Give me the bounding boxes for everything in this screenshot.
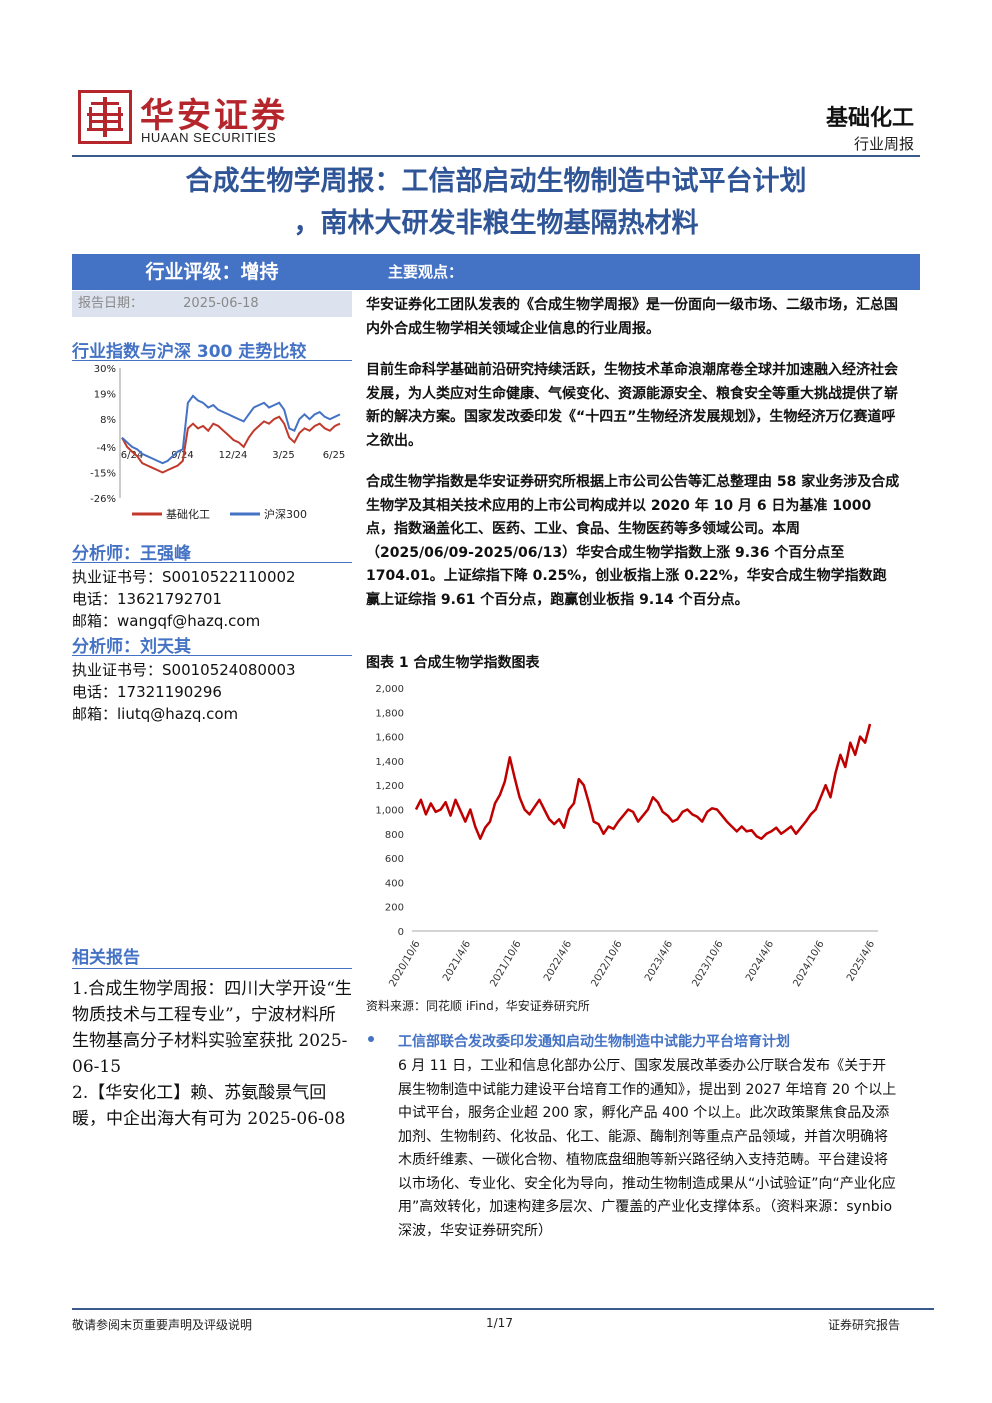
y-tick-label: 1,400 bbox=[375, 757, 404, 768]
paragraph-intro: 华安证券化工团队发表的《合成生物学周报》是一份面向一级市场、二级市场，汇总国内外… bbox=[366, 297, 898, 337]
paragraph-index: 合成生物学指数是华安证券研究所根据上市公司公告等汇总整理由 58 家业务涉及合成… bbox=[366, 474, 900, 608]
main-views-header: 主要观点： bbox=[352, 254, 920, 290]
y-tick-label: 2,000 bbox=[375, 684, 404, 695]
x-tick-label: 6/25 bbox=[323, 450, 345, 461]
y-tick-label: 30% bbox=[94, 364, 116, 375]
related-reports-heading: 相关报告 bbox=[72, 948, 140, 968]
analyst-email[interactable]: 邮箱：liutq@hazq.com bbox=[72, 705, 239, 723]
series-line bbox=[121, 394, 341, 465]
legend-label: 沪深300 bbox=[264, 507, 307, 521]
series-line bbox=[414, 723, 872, 840]
x-tick-label: 2024/10/6 bbox=[791, 939, 826, 989]
y-tick-label: 400 bbox=[385, 878, 404, 889]
bullet-icon bbox=[368, 1036, 374, 1042]
x-tick-label: 2021/4/6 bbox=[441, 939, 473, 983]
x-tick-label: 2023/4/6 bbox=[643, 939, 675, 983]
footer-divider bbox=[72, 1308, 934, 1310]
footer-report-label: 证券研究报告 bbox=[827, 1318, 900, 1332]
y-tick-label: 600 bbox=[385, 854, 404, 865]
divider bbox=[72, 562, 352, 563]
figure-source: 资料来源：同花顺 iFind，华安证券研究所 bbox=[366, 999, 590, 1013]
y-tick-label: 1,000 bbox=[375, 806, 404, 817]
related-reports-list: 1.合成生物学周报：四川大学开设“生物质技术与工程专业”，宁波材料所生物基高分子… bbox=[72, 976, 352, 1132]
analyst-cert: 执业证书号：S0010522110002 bbox=[72, 568, 296, 586]
y-tick-label: 0 bbox=[398, 927, 404, 938]
report-date: 2025-06-18 bbox=[183, 296, 259, 311]
series-line bbox=[121, 415, 341, 474]
divider bbox=[72, 968, 352, 969]
figure-title: 图表 1 合成生物学指数图表 bbox=[366, 655, 540, 671]
x-tick-label: 2024/4/6 bbox=[744, 939, 776, 983]
x-tick-label: 9/24 bbox=[171, 450, 193, 461]
x-tick-label: 2025/4/6 bbox=[845, 939, 877, 983]
industry-rating: 行业评级：增持 bbox=[72, 254, 352, 290]
x-tick-label: 2020/10/6 bbox=[387, 939, 422, 989]
index-comparison-chart: 30% 19% 8% -4% -15% -26% 6/24 9/24 12/24 3/25 6/25… bbox=[90, 364, 345, 521]
x-tick-label: 2022/10/6 bbox=[589, 939, 624, 989]
header-divider bbox=[72, 155, 920, 157]
paragraph-background: 目前生命科学基础前沿研究持续活跃，生物技术革命浪潮席卷全球并加速融入经济社会发展… bbox=[366, 362, 898, 449]
analyst-heading: 分析师：王强峰 bbox=[72, 544, 191, 564]
y-tick-label: 800 bbox=[385, 830, 404, 841]
y-tick-label: -4% bbox=[97, 443, 116, 454]
chart-section-title: 行业指数与沪深 300 走势比较 bbox=[72, 342, 307, 362]
divider bbox=[72, 655, 352, 656]
x-tick-label: 12/24 bbox=[219, 450, 248, 461]
y-tick-label: 1,800 bbox=[375, 708, 404, 719]
industry-label: 基础化工 bbox=[825, 105, 914, 131]
brand-name-en: HUAAN SECURITIES bbox=[141, 130, 277, 145]
report-title-line-1: 合成生物学周报：工信部启动生物制造中试平台计划 bbox=[185, 166, 807, 197]
legend: 基础化工 沪深300 bbox=[132, 507, 307, 521]
report-date-label: 报告日期： bbox=[78, 296, 144, 311]
report-date-bar: 报告日期： 2025-06-18 bbox=[72, 291, 352, 317]
analyst-cert: 执业证书号：S0010524080003 bbox=[72, 661, 296, 679]
x-tick-label: 2023/10/6 bbox=[690, 939, 725, 989]
x-tick-label: 6/24 bbox=[121, 450, 143, 461]
news-body: 6 月 11 日，工业和信息化部办公厅、国家发展改革委办公厅联合发布《关于开展生… bbox=[398, 1058, 897, 1239]
related-report-item[interactable]: 2.【华安化工】赖、苏氨酸景气回暖，中企出海大有可为 2025-06-08 bbox=[72, 1083, 346, 1129]
analyst-phone: 电话：13621792701 bbox=[72, 590, 222, 608]
analyst-email[interactable]: 邮箱：wangqf@hazq.com bbox=[72, 612, 261, 630]
y-tick-label: -26% bbox=[90, 494, 116, 505]
y-tick-label: 8% bbox=[100, 415, 116, 426]
x-tick-label: 3/25 bbox=[272, 450, 294, 461]
x-tick-label: 2022/4/6 bbox=[542, 939, 574, 983]
news-headline: 工信部联合发改委印发通知启动生物制造中试能力平台培育计划 bbox=[398, 1034, 790, 1050]
report-type: 行业周报 bbox=[853, 135, 914, 153]
footer-disclaimer: 敬请参阅末页重要声明及评级说明 bbox=[72, 1318, 253, 1332]
related-report-item[interactable]: 1.合成生物学周报：四川大学开设“生物质技术与工程专业”，宁波材料所生物基高分子… bbox=[72, 979, 352, 1077]
brand-name-cn: 华安证券 bbox=[140, 96, 288, 136]
report-title-line-2: ，南林大研发非粮生物基隔热材料 bbox=[293, 208, 699, 239]
analyst-heading: 分析师：刘天其 bbox=[72, 637, 191, 657]
y-tick-label: 1,200 bbox=[375, 781, 404, 792]
page-number: 1/17 bbox=[486, 1316, 513, 1330]
legend-label: 基础化工 bbox=[166, 507, 210, 521]
synbio-index-chart: 0 200 400 600 800 1,000 1,200 1,400 1,600 1,800 2,… bbox=[375, 684, 878, 989]
huaan-logo bbox=[78, 90, 132, 144]
divider bbox=[72, 360, 352, 361]
y-tick-label: 1,600 bbox=[375, 733, 404, 744]
analyst-phone: 电话：17321190296 bbox=[72, 683, 222, 701]
y-tick-label: 200 bbox=[385, 903, 404, 914]
y-tick-label: 19% bbox=[94, 390, 116, 401]
x-tick-label: 2021/10/6 bbox=[488, 939, 523, 989]
y-tick-label: -15% bbox=[90, 468, 116, 479]
